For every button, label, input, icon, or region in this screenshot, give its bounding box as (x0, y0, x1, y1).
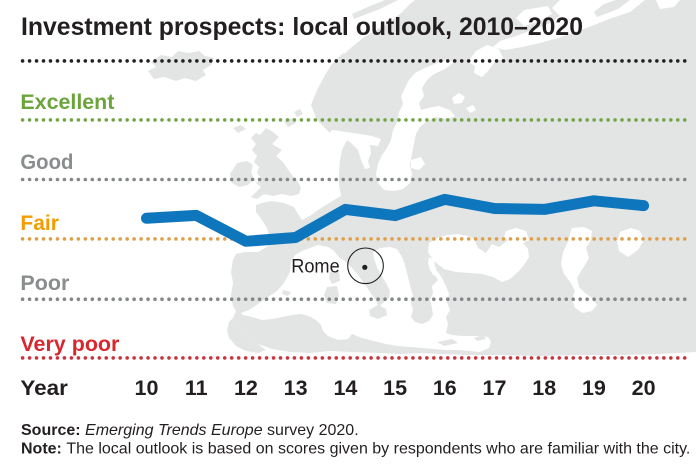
svg-text:19: 19 (582, 376, 606, 400)
svg-text:Note: The local outlook is bas: Note: The local outlook is based on scor… (21, 441, 690, 458)
svg-text:18: 18 (532, 376, 556, 400)
svg-text:11: 11 (185, 376, 208, 400)
svg-text:14: 14 (333, 376, 357, 400)
svg-text:16: 16 (433, 376, 457, 400)
svg-text:12: 12 (234, 376, 258, 400)
svg-text:20: 20 (632, 376, 656, 400)
svg-text:15: 15 (383, 376, 407, 400)
svg-text:Good: Good (20, 151, 73, 174)
svg-text:Excellent: Excellent (20, 91, 114, 114)
svg-text:Year: Year (20, 376, 68, 400)
svg-text:Very poor: Very poor (20, 333, 119, 356)
svg-text:Rome: Rome (291, 257, 340, 278)
svg-text:Fair: Fair (20, 212, 59, 235)
svg-text:Poor: Poor (20, 272, 69, 295)
svg-text:13: 13 (284, 376, 308, 400)
svg-text:10: 10 (135, 376, 159, 400)
svg-text:17: 17 (483, 376, 507, 400)
svg-text:Investment prospects: local ou: Investment prospects: local outlook, 201… (21, 14, 583, 41)
svg-text:Source: Emerging Trends Europe: Source: Emerging Trends Europe survey 20… (21, 422, 359, 439)
